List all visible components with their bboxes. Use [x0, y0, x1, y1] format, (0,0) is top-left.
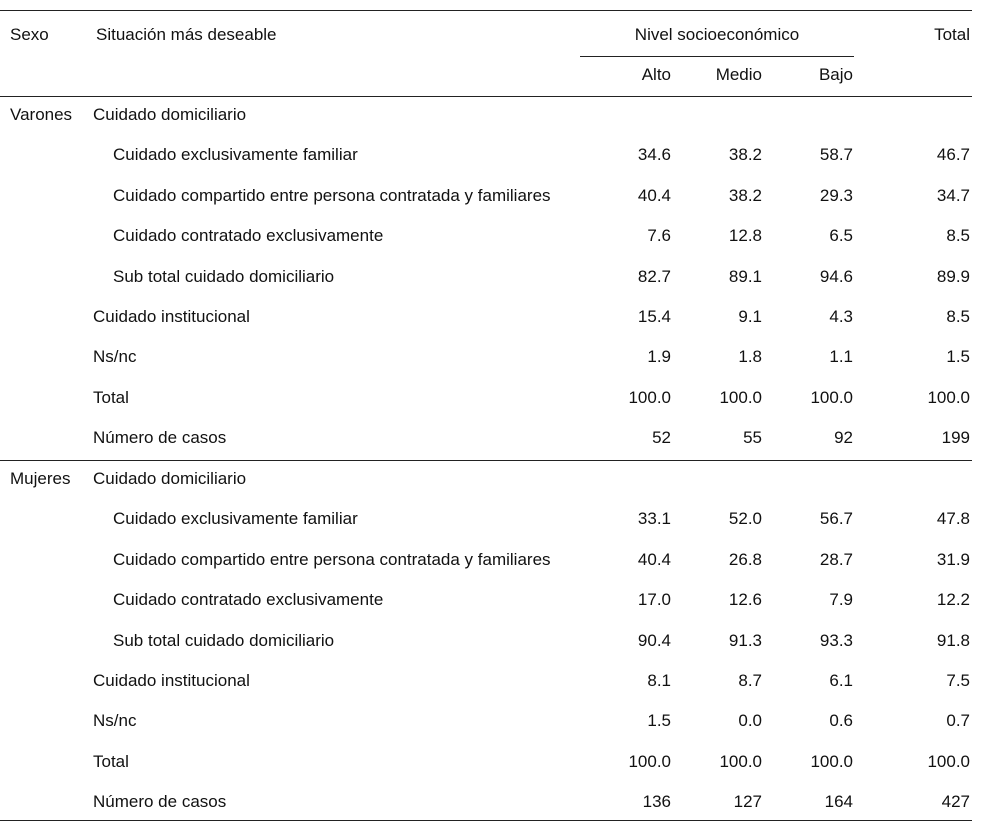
- cell-value: 89.9: [936, 266, 970, 286]
- cell-value: 40.4: [637, 185, 671, 205]
- row-label: Ns/nc: [93, 347, 137, 367]
- cell-value: 91.3: [728, 630, 762, 650]
- cell-value: 6.1: [829, 671, 853, 690]
- cell-value: 100.0: [719, 387, 762, 407]
- cell-value: 0.6: [829, 711, 853, 731]
- cell-value: 12.8: [728, 226, 762, 246]
- group-separator: [0, 460, 972, 461]
- header-cell: Nivel socioeconómico: [634, 25, 800, 44]
- sex-label: Mujeres: [10, 469, 71, 488]
- cell-value: 15.4: [637, 307, 671, 326]
- cell-value: 47.8: [936, 509, 970, 529]
- row-label: Cuidado compartido entre persona contrat…: [113, 549, 551, 569]
- row-label: Cuidado domiciliario: [93, 105, 247, 124]
- cell-value: 4.3: [829, 307, 853, 326]
- row-label: Cuidado institucional: [93, 307, 250, 326]
- cell-value: 0.7: [946, 711, 970, 731]
- cell-value: 8.1: [647, 671, 671, 690]
- cell-value: 100.0: [628, 751, 671, 771]
- cell-value: 58.7: [819, 145, 853, 165]
- cell-value: 0.0: [738, 711, 762, 731]
- cell-value: 90.4: [637, 630, 671, 650]
- cell-value: 100.0: [810, 387, 853, 407]
- cell-value: 1.5: [946, 347, 970, 367]
- cell-value: 29.3: [819, 185, 853, 205]
- row-label: Cuidado compartido entre persona contrat…: [113, 185, 551, 205]
- cell-value: 7.6: [647, 226, 671, 246]
- cell-value: 7.5: [946, 671, 970, 690]
- cell-value: 8.5: [946, 226, 970, 246]
- cell-value: 34.7: [936, 185, 970, 205]
- row-label: Sub total cuidado domiciliario: [113, 630, 335, 650]
- cell-value: 56.7: [819, 509, 853, 529]
- sex-label: Varones: [10, 105, 73, 124]
- header-cell: Total: [934, 25, 970, 44]
- cell-value: 93.3: [819, 630, 853, 650]
- cell-value: 52: [652, 428, 671, 448]
- row-label: Ns/nc: [93, 711, 137, 731]
- cell-value: 17.0: [637, 590, 671, 610]
- row-label: Cuidado institucional: [93, 671, 250, 690]
- row-label: Cuidado domiciliario: [93, 469, 247, 488]
- cell-value: 34.6: [637, 145, 671, 165]
- cell-value: 1.1: [829, 347, 853, 367]
- cell-value: 94.6: [819, 266, 853, 286]
- cell-value: 1.9: [647, 347, 671, 367]
- cell-value: 100.0: [927, 751, 970, 771]
- cell-value: 38.2: [728, 145, 762, 165]
- header-cell: Sexo: [10, 25, 49, 44]
- cell-value: 100.0: [719, 751, 762, 771]
- cell-value: 33.1: [637, 509, 671, 529]
- cell-value: 199: [941, 428, 970, 448]
- cell-value: 1.8: [738, 347, 762, 367]
- cell-value: 427: [941, 792, 970, 812]
- cell-value: 100.0: [628, 387, 671, 407]
- row-label: Sub total cuidado domiciliario: [113, 266, 335, 286]
- cell-value: 46.7: [936, 145, 970, 165]
- cell-value: 91.8: [936, 630, 970, 650]
- cell-value: 8.7: [738, 671, 762, 690]
- cell-value: 38.2: [728, 185, 762, 205]
- cell-value: 136: [642, 792, 671, 812]
- bottom-rule: [0, 820, 972, 821]
- cell-value: 6.5: [829, 226, 853, 246]
- header-cell: Medio: [715, 65, 762, 84]
- header-cell: Bajo: [818, 65, 853, 84]
- cell-value: 9.1: [738, 307, 762, 326]
- cell-value: 28.7: [819, 549, 853, 569]
- row-label: Número de casos: [93, 792, 227, 812]
- cell-value: 7.9: [829, 590, 853, 610]
- cell-value: 40.4: [637, 549, 671, 569]
- row-label: Total: [93, 387, 129, 407]
- cell-value: 8.5: [946, 307, 970, 326]
- row-label: Cuidado exclusivamente familiar: [113, 509, 358, 529]
- cell-value: 31.9: [936, 549, 970, 569]
- cell-value: 26.8: [728, 549, 762, 569]
- cell-value: 100.0: [810, 751, 853, 771]
- header-cell: Alto: [641, 65, 671, 84]
- cell-value: 100.0: [927, 387, 970, 407]
- row-label: Total: [93, 751, 129, 771]
- cell-value: 82.7: [637, 266, 671, 286]
- row-label: Cuidado contratado exclusivamente: [113, 590, 384, 610]
- group-rule: [580, 56, 854, 57]
- cell-value: 92: [834, 428, 853, 448]
- cell-value: 12.6: [728, 590, 762, 610]
- cell-value: 89.1: [728, 266, 762, 286]
- cell-value: 164: [824, 792, 853, 812]
- header-cell: Situación más deseable: [96, 25, 277, 44]
- cell-value: 127: [733, 792, 762, 812]
- top-rule: [0, 10, 972, 11]
- row-label: Número de casos: [93, 428, 227, 448]
- cell-value: 12.2: [936, 590, 970, 610]
- row-label: Cuidado exclusivamente familiar: [113, 145, 358, 165]
- cell-value: 1.5: [647, 711, 671, 731]
- cell-value: 55: [743, 428, 762, 448]
- cell-value: 52.0: [728, 509, 762, 529]
- header-rule: [0, 96, 972, 97]
- row-label: Cuidado contratado exclusivamente: [113, 226, 384, 246]
